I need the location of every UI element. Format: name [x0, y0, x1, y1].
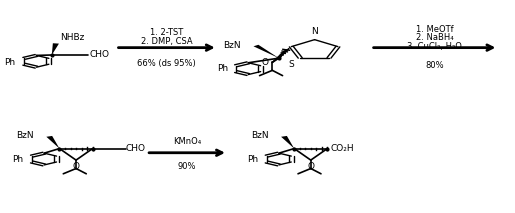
Text: 80%: 80%	[425, 61, 444, 70]
Text: 3. CuCl₂, H₂O: 3. CuCl₂, H₂O	[407, 42, 462, 51]
Text: Ph: Ph	[247, 155, 259, 164]
Text: Ph: Ph	[4, 58, 15, 67]
Polygon shape	[52, 43, 59, 55]
Text: BzN: BzN	[251, 131, 269, 140]
Text: Ph: Ph	[13, 155, 24, 164]
Text: BzN: BzN	[223, 41, 241, 50]
Text: CO₂H: CO₂H	[331, 144, 354, 153]
Polygon shape	[253, 45, 279, 58]
Polygon shape	[281, 136, 294, 148]
Text: N: N	[311, 27, 318, 36]
Text: NHBz: NHBz	[60, 33, 84, 42]
Text: KMnO₄: KMnO₄	[173, 137, 201, 147]
Text: BzN: BzN	[16, 131, 34, 140]
Text: 1. MeOTf: 1. MeOTf	[416, 25, 453, 34]
Text: CHO: CHO	[126, 144, 146, 153]
Text: O: O	[261, 58, 268, 67]
Text: S: S	[288, 60, 294, 69]
Text: 2. DMP, CSA: 2. DMP, CSA	[141, 37, 193, 46]
Text: 2. NaBH₄: 2. NaBH₄	[416, 33, 453, 42]
Text: O: O	[73, 162, 79, 171]
Text: 90%: 90%	[178, 162, 196, 171]
Text: CHO: CHO	[89, 50, 109, 59]
Text: O: O	[307, 162, 314, 171]
Polygon shape	[46, 136, 59, 148]
Text: 1. 2-TST: 1. 2-TST	[150, 28, 183, 37]
Text: 66% (ds 95%): 66% (ds 95%)	[138, 59, 196, 68]
Text: Ph: Ph	[217, 64, 228, 73]
